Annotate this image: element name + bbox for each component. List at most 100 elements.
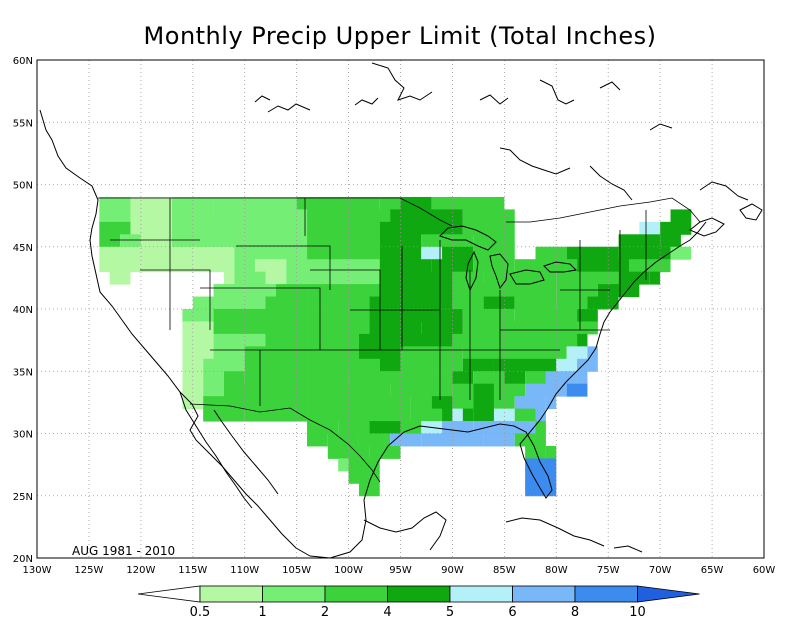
precip-cell (99, 246, 141, 260)
precip-cell (493, 284, 557, 298)
lat-label: 60N (13, 56, 33, 67)
precip-cell (109, 271, 131, 285)
precip-cell (172, 234, 245, 248)
colorbar-label: 0.5 (190, 605, 211, 618)
precip-cell (431, 196, 505, 210)
precip-cell (566, 246, 619, 260)
precip-cell (577, 321, 598, 335)
longitude-labels: 130W 125W 120W 115W 110W 105W 100W 95W 90W 85W 80W… (23, 565, 776, 576)
precip-cell (192, 296, 266, 310)
lon-label: 120W (126, 565, 155, 576)
precip-cell (120, 234, 141, 248)
precip-cell (369, 309, 401, 322)
precip-cell (390, 383, 453, 397)
precip-cell (577, 358, 598, 372)
precip-cell (203, 358, 245, 372)
lat-label: 50N (13, 181, 33, 192)
precip-cell (462, 346, 536, 360)
precip-cell (670, 209, 692, 223)
precip-cell (307, 346, 359, 360)
precip-cell (618, 234, 661, 248)
precip-cell (566, 346, 588, 360)
precip-cell (442, 421, 474, 434)
precip-cell (514, 309, 578, 322)
precip-cell (182, 346, 214, 360)
precip-cell (182, 358, 204, 372)
lon-label: 70W (649, 565, 672, 576)
precip-cell (525, 383, 567, 397)
precip-cell (462, 221, 515, 235)
precip-cell (525, 371, 546, 385)
precip-cell (307, 309, 370, 322)
precip-cell (348, 470, 380, 484)
precip-cell (140, 234, 173, 248)
precip-cell (203, 371, 224, 385)
precip-cell (483, 271, 557, 285)
precip-cell (307, 396, 411, 410)
colorbar-low-arrow (137, 585, 201, 603)
precip-cell (410, 396, 432, 410)
state-borders (98, 197, 701, 483)
precip-cell (462, 321, 536, 335)
precip-cell (493, 408, 515, 422)
precip-cell (265, 271, 287, 285)
precip-cell (390, 209, 463, 223)
precip-cell (649, 271, 661, 285)
precip-cell (535, 408, 546, 422)
precip-cell (213, 346, 245, 360)
lon-label: 65W (701, 565, 724, 576)
precip-cell (514, 396, 546, 410)
precip-cell (597, 284, 640, 298)
precip-cell (234, 246, 308, 260)
lat-label: 40N (13, 305, 33, 316)
precip-cell (99, 259, 141, 273)
precip-cell (452, 396, 474, 410)
precip-cell (628, 259, 671, 273)
precip-cell (358, 483, 380, 497)
precip-cell (172, 221, 308, 235)
precip-cell (535, 433, 546, 447)
precip-cell (452, 333, 536, 347)
colorbar-label: 10 (629, 605, 646, 618)
precip-cell (493, 358, 557, 372)
precip-cell (244, 234, 308, 248)
precip-cell (348, 371, 453, 385)
precip-cell (307, 234, 380, 248)
precip-cell (473, 408, 494, 422)
precip-cell (514, 433, 536, 447)
precip-cell (514, 296, 557, 310)
precip-cell (296, 196, 380, 210)
precip-cell (493, 396, 515, 410)
precip-cell (286, 259, 380, 273)
lon-label: 130W (23, 565, 52, 576)
precip-cell (307, 246, 380, 260)
precip-cell (182, 321, 214, 335)
precip-grid (99, 196, 692, 497)
colorbar-high-arrow (637, 585, 700, 603)
precip-cell (577, 333, 588, 347)
precip-cell (535, 321, 578, 335)
precip-cell (442, 408, 453, 422)
precip-cell (172, 196, 214, 210)
precip-cell (99, 221, 131, 235)
precip-cell (234, 259, 256, 273)
colorbar: 0.5 1 2 4 5 6 8 10 (137, 585, 700, 618)
lon-label: 80W (545, 565, 568, 576)
precip-cell (348, 458, 380, 472)
precip-cell (400, 346, 463, 360)
lon-label: 115W (178, 565, 207, 576)
precip-cell (379, 246, 422, 260)
precip-cell (618, 271, 650, 285)
precip-cell (379, 196, 401, 210)
latitude-labels: 60N 55N 50N 45N 40N 35N 30N 25N 20N (13, 56, 33, 565)
precip-cell (535, 246, 567, 260)
precip-cell (203, 383, 224, 397)
precip-cell (462, 408, 474, 422)
lon-label: 105W (282, 565, 311, 576)
precip-cell (307, 333, 359, 347)
precip-cell (307, 383, 391, 397)
precip-cell (421, 246, 443, 260)
precip-cell (545, 371, 578, 385)
precip-cell (379, 271, 453, 285)
